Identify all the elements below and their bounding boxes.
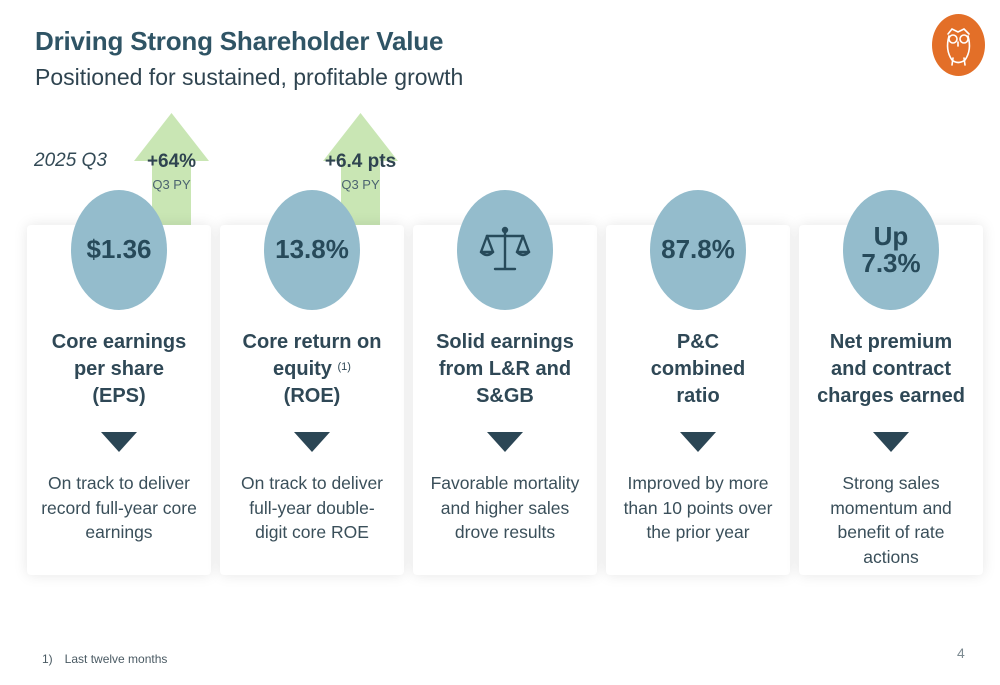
heading-line: S&GB (476, 385, 534, 407)
footnote-marker: 1) (42, 652, 53, 666)
down-triangle-icon (294, 432, 330, 452)
metric-value: 87.8% (650, 190, 746, 310)
description-line: momentum and (830, 497, 952, 518)
description-line: On track to deliver (241, 473, 383, 493)
metric-description: On track to deliver record full-year cor… (27, 471, 211, 545)
growth-value: +6.4 pts (324, 151, 397, 172)
heading-line: per share (73, 358, 165, 380)
description-line: Strong sales (842, 473, 940, 493)
growth-arrow: +6.4 pts Q3 PY (323, 113, 398, 225)
metric-value: Up 7.3% (843, 190, 939, 310)
down-triangle-icon (680, 432, 716, 452)
description-line: digit core ROE (255, 522, 369, 542)
up-arrow-icon (134, 113, 209, 225)
heading-line: Core earnings (51, 331, 187, 353)
metric-value-line: Up (873, 220, 909, 251)
growth-comparison: Q3 PY (152, 177, 191, 192)
page-subtitle: Positioned for sustained, profitable gro… (35, 64, 464, 90)
metric-value-line: 7.3% (861, 248, 921, 278)
heading-line: equity (273, 358, 332, 380)
growth-arrow: +64% Q3 PY (134, 113, 209, 225)
metric-heading: Core return on equity (1) (ROE) (220, 329, 404, 410)
description-line: actions (863, 546, 919, 567)
growth-value: +64% (146, 151, 197, 172)
heading-line: Solid earnings (436, 331, 574, 353)
down-triangle-icon (873, 432, 909, 452)
metric-description: Strong sales momentum and benefit of rat… (799, 471, 983, 569)
heading-line: charges earned (817, 385, 965, 407)
metric-description: Favorable mortality and higher sales dro… (413, 471, 597, 545)
description-line: and higher sales (440, 497, 570, 518)
period-label: 2025 Q3 (34, 150, 107, 171)
metric-heading: Solid earnings from L&R and S&GB (413, 329, 597, 410)
heading-line: and contract (830, 358, 952, 380)
heading-line: P&C (676, 331, 720, 353)
metric-heading: Core earnings per share (EPS) (27, 329, 211, 410)
heading-line: ratio (676, 385, 720, 407)
metric-heading: P&C combined ratio (606, 329, 790, 410)
description-line: earnings (85, 522, 153, 542)
heading-line: from L&R and (438, 358, 572, 380)
heading-line: Net premium (829, 331, 953, 353)
heading-line: (EPS) (92, 385, 146, 407)
page-number: 4 (957, 645, 965, 661)
description-line: record full-year core (41, 497, 197, 518)
metric-badge (457, 190, 553, 310)
growth-comparison: Q3 PY (341, 177, 380, 192)
description-line: On track to deliver (48, 473, 190, 493)
heading-line: Core return on (242, 331, 382, 353)
description-line: than 10 points over (623, 497, 773, 518)
up-arrow-icon (323, 113, 398, 225)
scales-icon (479, 226, 531, 271)
description-line: drove results (454, 522, 556, 542)
footnote: 1) Last twelve months (42, 652, 179, 666)
description-line: benefit of rate (837, 522, 945, 542)
heading-line: combined (650, 358, 746, 380)
description-line: the prior year (646, 522, 750, 542)
metric-description: On track to deliver full-year double- di… (220, 471, 404, 545)
metric-value: 13.8% (264, 190, 360, 310)
description-line: full-year double- (249, 497, 375, 518)
down-triangle-icon (487, 432, 523, 452)
footnote-text: Last twelve months (64, 652, 168, 666)
company-logo (932, 14, 985, 76)
heading-line: (ROE) (283, 385, 341, 407)
down-triangle-icon (101, 432, 137, 452)
metric-value: $1.36 (71, 190, 167, 310)
metric-description: Improved by more than 10 points over the… (606, 471, 790, 545)
footnote-ref: (1) (337, 361, 351, 373)
metric-heading: Net premium and contract charges earned (799, 329, 983, 410)
page-title: Driving Strong Shareholder Value (35, 26, 444, 56)
description-line: Favorable mortality (430, 473, 580, 493)
owl-icon (946, 27, 971, 66)
description-line: Improved by more (627, 473, 769, 493)
